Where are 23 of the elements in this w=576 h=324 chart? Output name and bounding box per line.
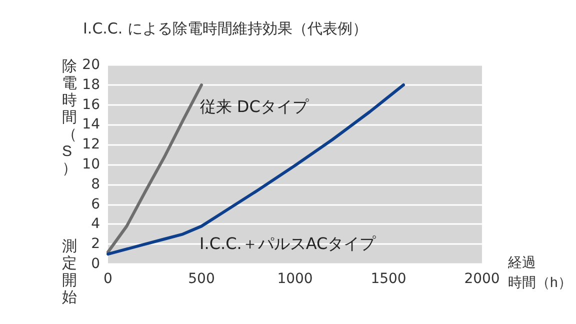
y-tick-label: 0 bbox=[91, 256, 100, 272]
y-axis-title: 除電時間（S） bbox=[62, 58, 77, 177]
x-tick-label: 0 bbox=[104, 271, 112, 287]
y-tick-label: 18 bbox=[82, 76, 100, 93]
y-tick-label: 16 bbox=[82, 96, 100, 113]
text: 測定開始 bbox=[62, 238, 77, 306]
x-tick-label: 2000 bbox=[464, 271, 500, 287]
series-label: 従来 DCタイプ bbox=[200, 97, 310, 116]
y-tick-label: 6 bbox=[91, 196, 100, 212]
x-tick-label: 1000 bbox=[277, 271, 313, 287]
series-label: I.C.C.＋パルスACタイプ bbox=[200, 234, 377, 253]
x-axis-title: 経過時間（h） bbox=[507, 254, 572, 290]
y-tick-label: 10 bbox=[82, 156, 100, 172]
line-series bbox=[106, 83, 405, 256]
y-tick-label: 20 bbox=[82, 57, 100, 73]
y-tick-label: 2 bbox=[91, 236, 100, 252]
x-tick-label: 500 bbox=[188, 271, 215, 287]
y-tick-label: 8 bbox=[91, 176, 100, 192]
y-tick-label: 4 bbox=[91, 216, 100, 232]
x-tick-label: 1500 bbox=[370, 271, 406, 287]
chart-title: I.C.C. による除電時間維持効果（代表例） bbox=[83, 20, 368, 38]
y-tick-label: 12 bbox=[82, 136, 100, 153]
y-tick-label: 14 bbox=[82, 116, 100, 133]
